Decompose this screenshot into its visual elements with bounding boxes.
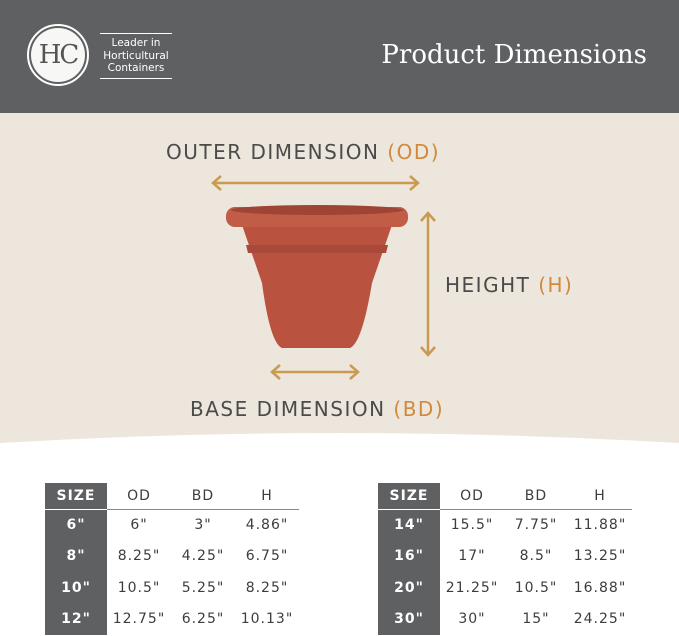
outer-dimension-label: OUTER DIMENSION (OD) [166, 140, 440, 164]
logo-text: HC [31, 28, 85, 82]
table-cell: 6.75" [245, 548, 289, 565]
column-header: OD [440, 483, 504, 510]
label-text: OUTER DIMENSION [166, 140, 380, 164]
table-row: 16" 17" 8.5" 13.25" [378, 540, 632, 572]
size-table-small: SIZE OD BD H 6" 6" 3" 4.86" 8" 8.25" 4.25" 6.75" 10"… [45, 483, 299, 635]
table-cell: 15" [522, 611, 550, 628]
table-row: 20" 21.25" 10.5" 16.88" [378, 572, 632, 604]
column-header: SIZE [45, 483, 107, 510]
hc-logo: HC [27, 24, 89, 86]
height-arrow [420, 211, 436, 357]
tagline-line: Horticultural [103, 49, 169, 62]
column-header: H [568, 483, 632, 510]
table-cell: 6" [130, 517, 148, 533]
table-cell: 14" [378, 509, 440, 541]
table-cell: 5.25" [181, 579, 225, 596]
table-cell: 6" [45, 509, 107, 541]
table-cell: 12" [45, 603, 107, 635]
table-cell: 4.25" [181, 548, 225, 565]
label-abbr: (H) [538, 273, 574, 297]
table-cell: 3" [194, 517, 212, 533]
size-table-large: SIZE OD BD H 14" 15.5" 7.75" 11.88" 16" 17" 8.5" 13… [378, 483, 632, 635]
table-cell: 16.88" [573, 579, 627, 596]
label-abbr: (BD) [393, 397, 445, 421]
table-cell: 30" [378, 603, 440, 635]
table-row: 30" 30" 15" 24.25" [378, 603, 632, 635]
column-header: SIZE [378, 483, 440, 510]
table-cell: 16" [378, 540, 440, 572]
table-cell: 13.25" [573, 548, 627, 565]
table-cell: 15.5" [450, 517, 494, 533]
table-cell: 17" [458, 548, 486, 565]
table-cell: 20" [378, 572, 440, 604]
table-cell: 8.25" [245, 579, 289, 596]
tagline-line: Leader in [111, 37, 161, 49]
pot-diagram [211, 175, 436, 380]
table-header-row: SIZE OD BD H [45, 483, 299, 510]
table-header-row: SIZE OD BD H [378, 483, 632, 510]
table-cell: 12.75" [112, 611, 166, 628]
table-cell: 8.5" [519, 548, 553, 565]
table-row: 8" 8.25" 4.25" 6.75" [45, 540, 299, 572]
table-cell: 24.25" [573, 611, 627, 628]
table-row: 12" 12.75" 6.25" 10.13" [45, 603, 299, 635]
table-cell: 11.88" [573, 517, 627, 533]
height-label: HEIGHT (H) [445, 273, 573, 297]
table-cell: 10.5" [514, 579, 558, 596]
table-cell: 10.13" [240, 611, 294, 628]
table-row: 10" 10.5" 5.25" 8.25" [45, 572, 299, 604]
label-text: HEIGHT [445, 273, 531, 297]
column-header: H [235, 483, 299, 510]
base-dimension-label: BASE DIMENSION (BD) [190, 397, 444, 421]
table-cell: 8" [45, 540, 107, 572]
tagline-line: Containers [107, 62, 165, 74]
tagline: Leader in Horticultural Containers [100, 33, 172, 79]
column-header: OD [107, 483, 171, 510]
table-row: 14" 15.5" 7.75" 11.88" [378, 509, 632, 541]
table-cell: 10.5" [117, 579, 161, 596]
table-cell: 6.25" [181, 611, 225, 628]
table-row: 6" 6" 3" 4.86" [45, 509, 299, 541]
table-cell: 7.75" [514, 517, 558, 533]
column-header: BD [171, 483, 235, 510]
table-cell: 30" [458, 611, 486, 628]
pot-image [226, 205, 408, 348]
column-header: BD [504, 483, 568, 510]
table-cell: 8.25" [117, 548, 161, 565]
header: HC Leader in Horticultural Containers Pr… [0, 0, 679, 113]
table-cell: 10" [45, 572, 107, 604]
table-cell: 4.86" [245, 517, 289, 533]
bd-arrow [270, 364, 360, 380]
od-arrow [211, 175, 420, 191]
label-text: BASE DIMENSION [190, 397, 386, 421]
page-title: Product Dimensions [381, 40, 647, 70]
label-abbr: (OD) [387, 140, 441, 164]
table-cell: 21.25" [445, 579, 499, 596]
